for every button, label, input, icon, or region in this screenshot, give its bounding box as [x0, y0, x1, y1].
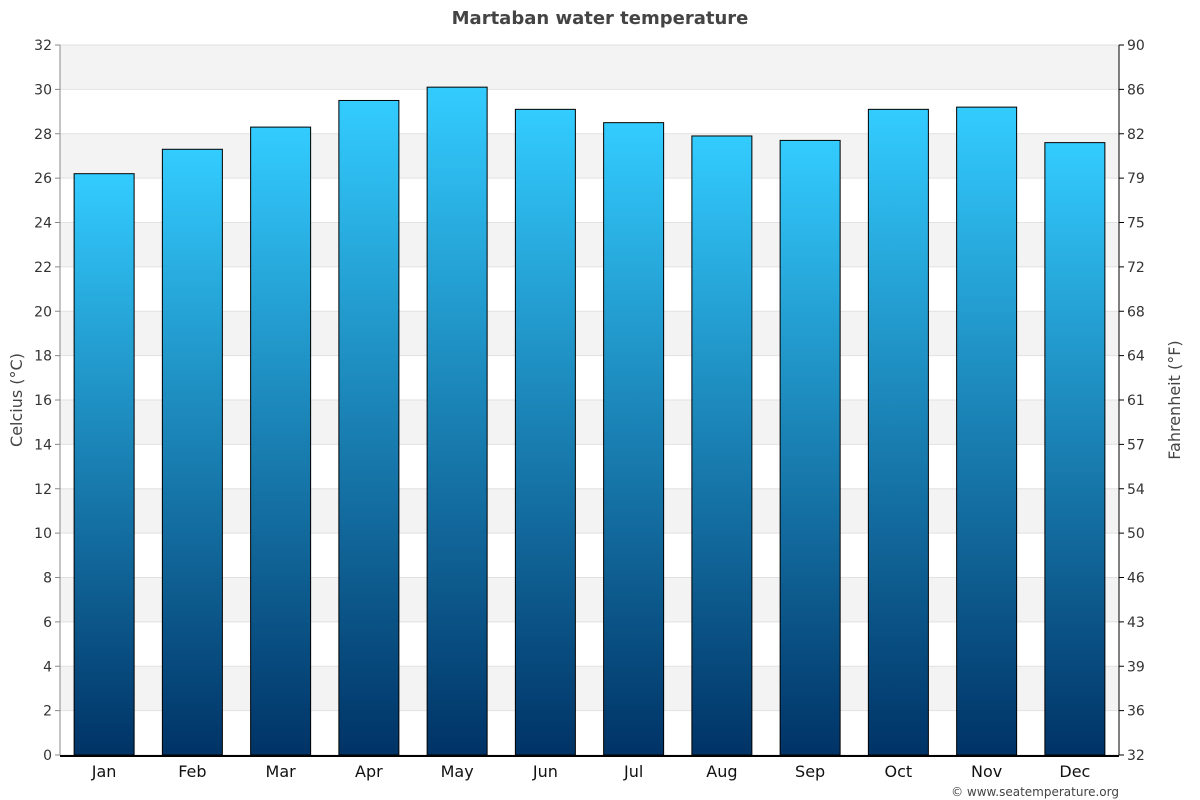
x-tick-label: Feb: [178, 762, 206, 781]
bar-feb: [161, 148, 223, 756]
chart-title: Martaban water temperature: [452, 8, 749, 29]
x-tick-label: Apr: [355, 762, 383, 781]
grid-band: [60, 400, 1119, 445]
y-tick-label-right: 61: [1127, 393, 1145, 409]
x-tick-label: May: [441, 762, 474, 781]
y-tick-label-right: 43: [1127, 615, 1145, 631]
y-tick-label-right: 86: [1127, 82, 1145, 98]
grid-band: [60, 133, 1119, 179]
bar-nov: [956, 106, 1018, 756]
y-tick-label-right: 54: [1127, 482, 1145, 498]
grid-band: [60, 45, 1119, 90]
y-tick-label-right: 82: [1127, 127, 1145, 143]
x-tick-label: Aug: [706, 762, 737, 781]
x-tick-label: Dec: [1059, 762, 1090, 781]
y-tick-label-left: 6: [43, 615, 52, 631]
y-tick-label-right: 57: [1127, 437, 1145, 453]
y-tick-label-right: 79: [1127, 171, 1145, 187]
y-tick-label-right: 90: [1127, 38, 1145, 54]
y-tick-label-left: 4: [43, 659, 52, 675]
y-tick-label-right: 39: [1127, 659, 1145, 675]
x-tick-label: Mar: [266, 762, 297, 781]
bar-dec: [1044, 142, 1106, 756]
x-tick-label: Jan: [91, 762, 117, 781]
y-tick-label-left: 14: [34, 437, 52, 453]
credit-text[interactable]: © www.seatemperature.org: [951, 785, 1119, 799]
grid-band: [60, 666, 1119, 711]
bar-may: [426, 86, 488, 756]
y-tick-label-right: 64: [1127, 349, 1145, 365]
y-tick-label-left: 2: [43, 704, 52, 720]
bar-sep: [779, 139, 841, 756]
grid-band: [60, 488, 1119, 534]
x-tick-label: Jul: [623, 762, 643, 781]
y-tick-label-left: 18: [34, 349, 52, 365]
y-tick-label-left: 8: [43, 571, 52, 587]
y-tick-label-left: 22: [34, 260, 52, 276]
y-tick-label-right: 32: [1127, 748, 1145, 764]
x-tick-label: Nov: [971, 762, 1002, 781]
grid-band: [60, 577, 1119, 622]
y-tick-label-left: 12: [34, 482, 52, 498]
y-tick-label-left: 10: [34, 526, 52, 542]
y-tick-label-right: 68: [1127, 304, 1145, 320]
x-tick-label: Sep: [795, 762, 825, 781]
y-tick-label-right: 46: [1127, 571, 1145, 587]
y-tick-label-right: 75: [1127, 216, 1145, 232]
grid-band: [60, 311, 1119, 356]
y-tick-label-right: 36: [1127, 704, 1145, 720]
y-axis-label-right: Fahrenheit (°F): [1165, 340, 1184, 459]
y-tick-label-left: 24: [34, 216, 52, 232]
y-tick-label-left: 20: [34, 304, 52, 320]
y-tick-label-left: 30: [34, 82, 52, 98]
bar-oct: [867, 108, 929, 756]
bar-jun: [514, 108, 576, 756]
bar-jan: [73, 173, 135, 756]
y-tick-label-left: 28: [34, 127, 52, 143]
bar-mar: [250, 126, 312, 756]
y-tick-label-right: 72: [1127, 260, 1145, 276]
bar-jul: [603, 122, 665, 756]
y-tick-label-left: 32: [34, 38, 52, 54]
y-tick-label-left: 26: [34, 171, 52, 187]
bar-aug: [691, 135, 753, 756]
y-tick-label-left: 16: [34, 393, 52, 409]
x-tick-label: Jun: [532, 762, 558, 781]
bar-apr: [338, 99, 400, 756]
y-tick-label-left: 0: [43, 748, 52, 764]
y-axis-label-left: Celcius (°C): [7, 353, 26, 447]
grid-band: [60, 222, 1119, 267]
x-tick-label: Oct: [885, 762, 913, 781]
y-tick-label-right: 50: [1127, 526, 1145, 542]
